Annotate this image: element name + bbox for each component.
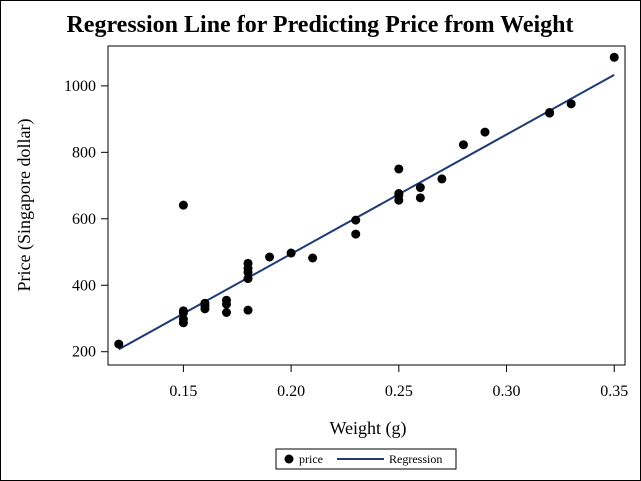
data-point [178,318,188,328]
price-series [114,52,619,349]
data-point [415,183,425,193]
legend-regression-label: Regression [389,452,442,466]
regression-series [118,74,615,351]
x-tick-label: 0.15 [169,383,197,400]
x-tick-label: 0.20 [277,383,305,400]
data-point [308,253,318,263]
data-point [394,164,404,174]
y-tick-label: 600 [72,211,96,228]
data-point [566,99,576,109]
data-point [415,193,425,203]
legend-price-marker [284,454,294,464]
data-point [243,274,253,284]
data-point [178,200,188,210]
data-point [178,308,188,318]
y-tick-label: 200 [72,344,96,361]
data-point [265,252,275,262]
data-point [243,267,253,277]
data-point [221,299,231,309]
y-tick-label: 1000 [64,78,96,95]
data-point [394,195,404,205]
data-point [221,307,231,317]
data-point [200,304,210,314]
data-point [437,174,447,184]
plot-area [107,45,626,366]
y-tick-label: 400 [72,277,96,294]
legend: price Regression [275,448,457,470]
data-point [458,140,468,150]
x-tick-label: 0.25 [385,383,413,400]
data-point [114,339,124,349]
data-point [609,52,619,62]
data-point [480,127,490,137]
x-tick-label: 0.35 [600,383,628,400]
data-point [351,229,361,239]
y-axis: 200 400 600 800 1000 [64,78,108,361]
data-point [545,108,555,118]
x-axis-label: Weight (g) [329,418,406,439]
y-tick-label: 800 [72,144,96,161]
data-point [243,305,253,315]
x-axis: 0.15 0.20 0.25 0.30 0.35 [169,365,628,400]
legend-price-label: price [299,452,323,466]
regression-line [118,74,615,351]
data-point [351,215,361,225]
x-tick-label: 0.30 [493,383,521,400]
chart-title: Regression Line for Predicting Price fro… [66,12,573,38]
data-point [286,248,296,258]
y-axis-label: Price (Singapore dollar) [14,119,35,292]
